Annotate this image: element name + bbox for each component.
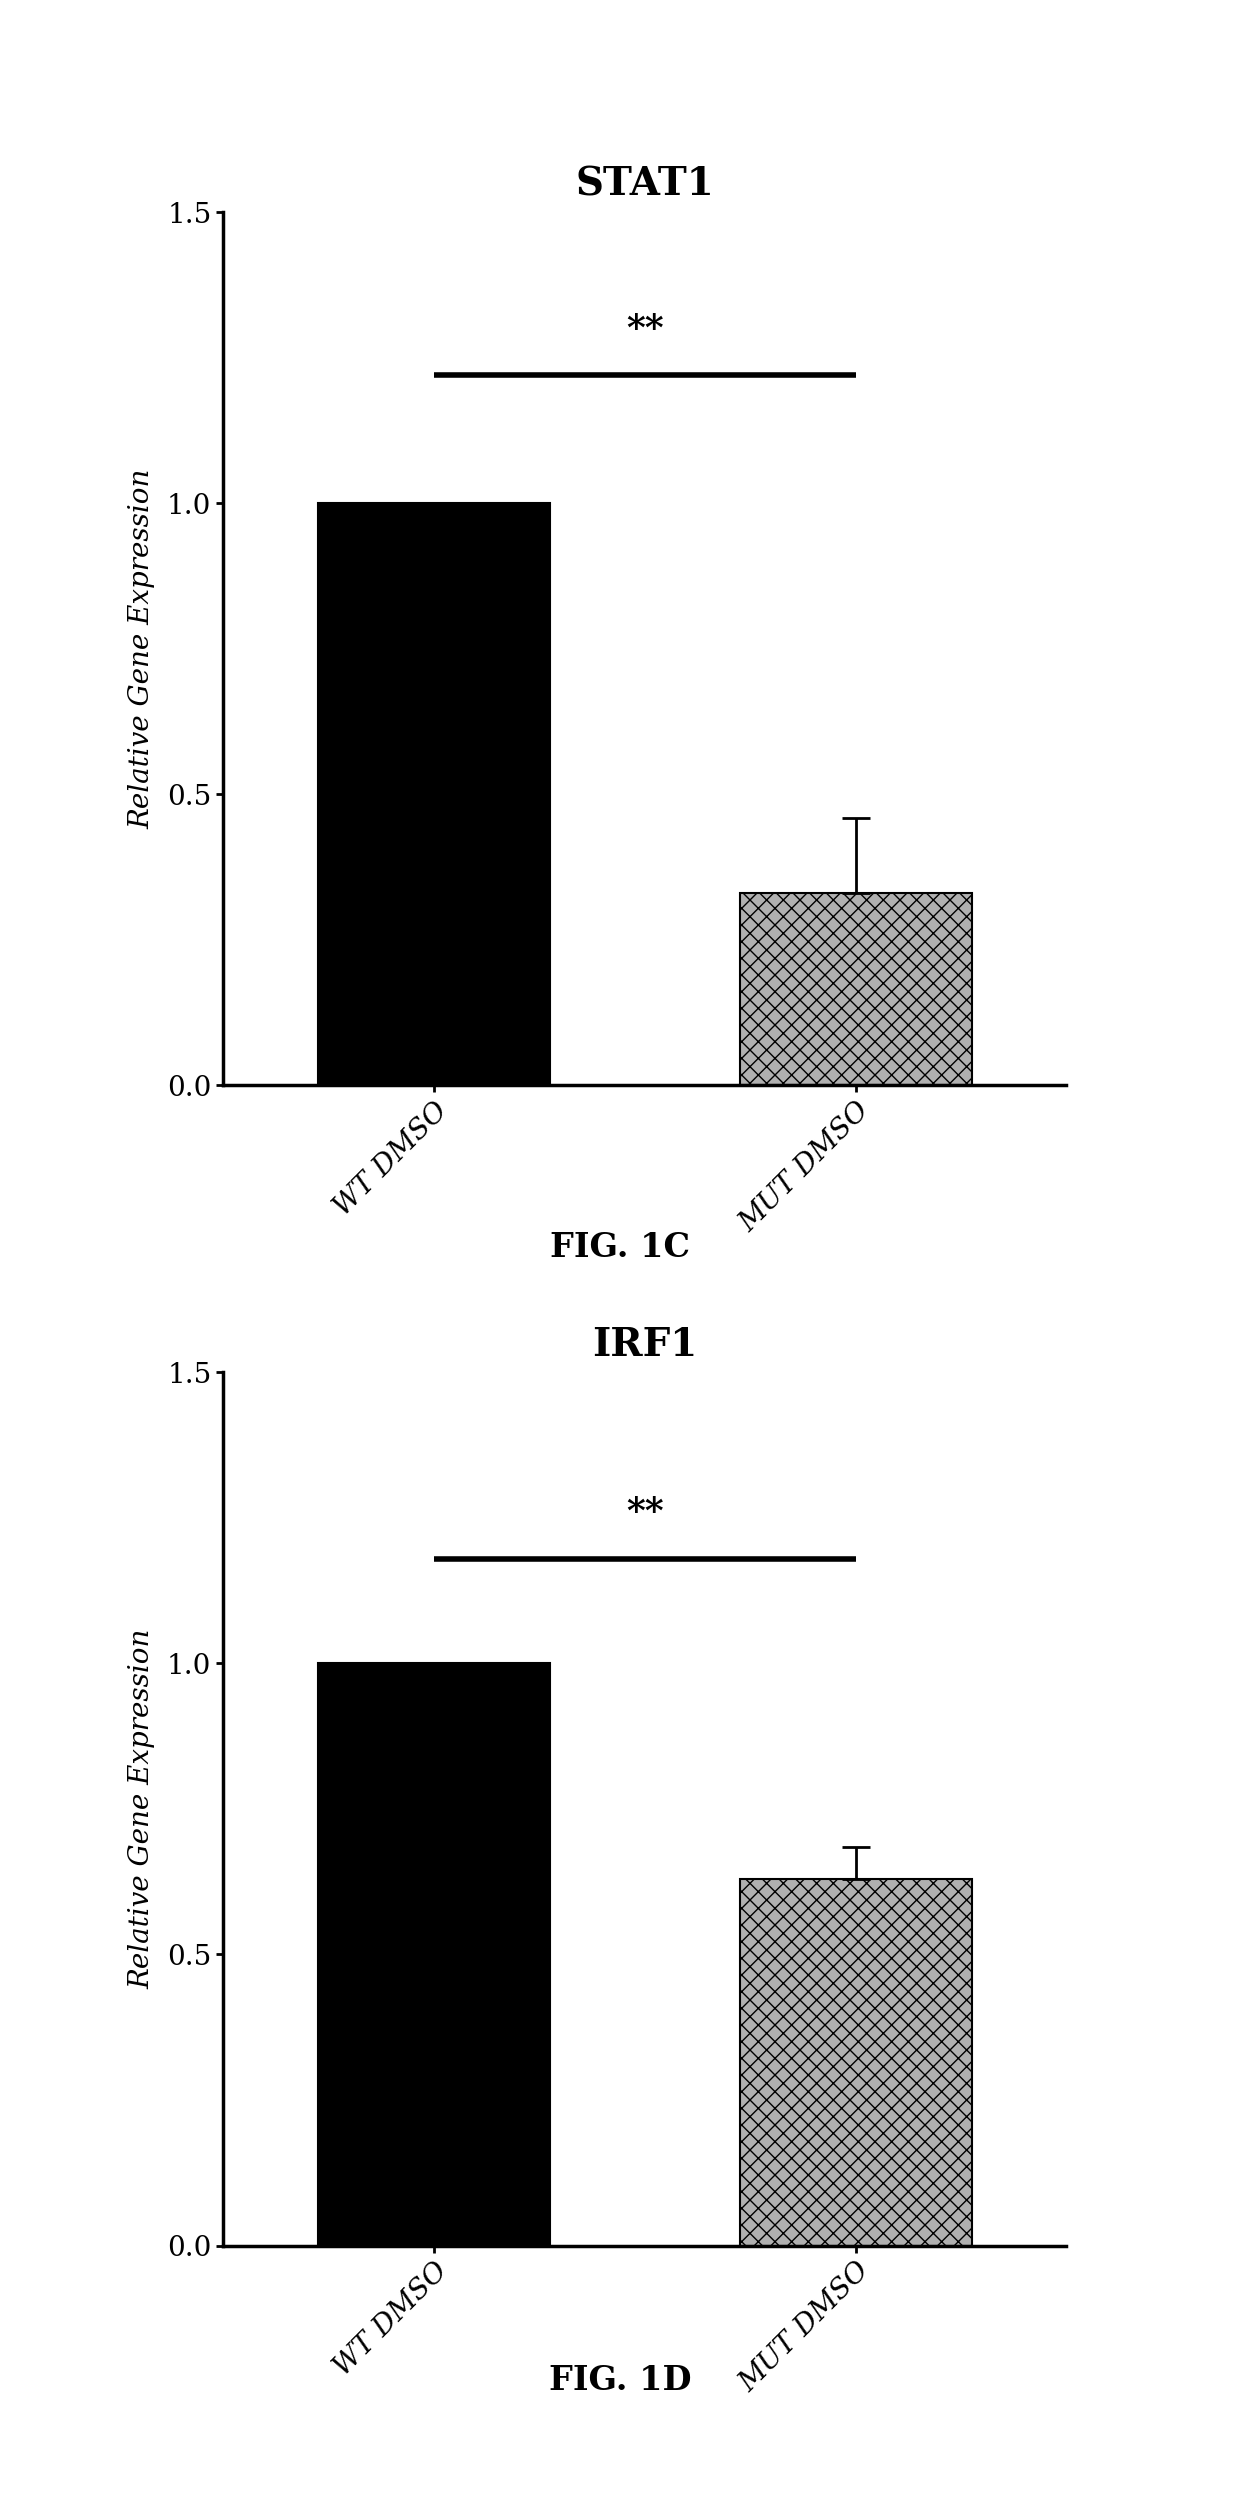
Y-axis label: Relative Gene Expression: Relative Gene Expression	[129, 469, 156, 828]
Title: STAT1: STAT1	[575, 165, 714, 205]
Text: **: **	[626, 312, 663, 347]
Y-axis label: Relative Gene Expression: Relative Gene Expression	[129, 1629, 156, 1989]
Text: FIG. 1C: FIG. 1C	[551, 1230, 689, 1265]
Title: IRF1: IRF1	[593, 1325, 697, 1365]
Text: **: **	[626, 1495, 663, 1529]
Bar	[739, 893, 972, 1085]
Bar	[739, 1879, 972, 2246]
Bar	[317, 1664, 551, 2246]
Bar	[317, 504, 551, 1085]
Text: FIG. 1D: FIG. 1D	[549, 2363, 691, 2398]
